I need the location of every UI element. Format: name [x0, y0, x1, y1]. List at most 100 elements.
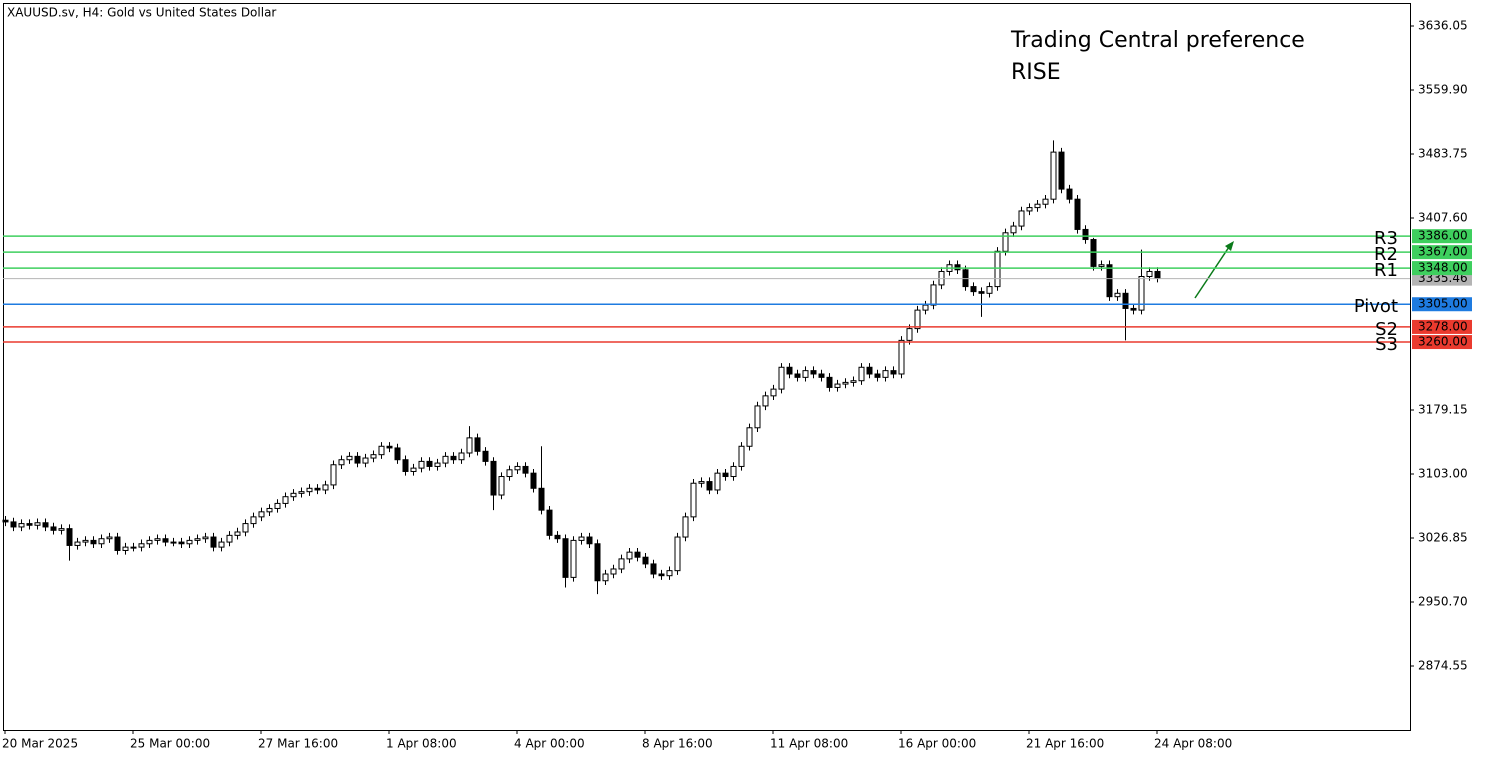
level-price-box: [1412, 297, 1472, 312]
y-tick-label: 3407.60: [1418, 211, 1468, 225]
candle-body: [1074, 198, 1081, 230]
candle-body: [226, 534, 233, 543]
candle-body: [194, 538, 201, 541]
candle-body: [578, 536, 585, 541]
candle-body: [42, 522, 49, 528]
candle-body: [650, 563, 657, 575]
candle-body: [746, 427, 753, 447]
candle-body: [258, 511, 265, 518]
candle-body: [426, 460, 433, 467]
x-tick-label: 8 Apr 16:00: [642, 737, 713, 751]
candle-body: [922, 304, 929, 311]
candle-body: [1010, 225, 1017, 234]
candle-body: [1002, 232, 1009, 252]
candle-body: [874, 373, 881, 378]
candle-body: [666, 570, 673, 577]
candle-body: [202, 536, 209, 540]
candle-body: [90, 539, 97, 545]
candle-body: [674, 536, 681, 572]
candle-body: [818, 373, 825, 378]
candle-body: [618, 558, 625, 570]
level-price-label: 3386.00: [1418, 229, 1468, 243]
y-tick-label: 3026.85: [1418, 531, 1468, 545]
annotation: Trading Central preference: [1010, 28, 1305, 53]
candle-body: [154, 538, 161, 541]
candle-body: [66, 528, 73, 546]
candle-body: [1090, 239, 1097, 267]
candle-body: [602, 573, 609, 582]
level-name: R2: [1374, 244, 1398, 265]
candle-body: [386, 445, 393, 449]
candle-body: [18, 523, 25, 528]
x-tick-label: 24 Apr 08:00: [1154, 737, 1232, 751]
x-tick-label: 11 Apr 08:00: [770, 737, 848, 751]
candle-body: [410, 467, 417, 472]
level-price-box: [1412, 319, 1472, 334]
candle-body: [482, 450, 489, 462]
candle-body: [642, 556, 649, 565]
candle-body: [570, 539, 577, 578]
candle-body: [994, 250, 1001, 288]
candle-body: [514, 465, 521, 471]
candle-body: [122, 546, 129, 551]
candle-body: [130, 546, 137, 549]
candle-body: [306, 487, 313, 493]
candle-body: [2, 519, 9, 523]
candle-body: [898, 339, 905, 375]
candle-body: [690, 482, 697, 518]
level-name: S3: [1375, 334, 1398, 355]
candle-body: [10, 521, 17, 528]
y-tick-label: 3636.05: [1418, 19, 1468, 33]
level-name: Pivot: [1354, 296, 1398, 317]
candle-body: [882, 370, 889, 378]
candle-body: [338, 459, 345, 466]
candle-body: [554, 534, 561, 540]
candle-body: [362, 457, 369, 464]
candle-body: [474, 437, 481, 452]
candle-body: [114, 536, 121, 551]
arrow-head: [1225, 241, 1234, 251]
candle-body: [322, 484, 329, 491]
candle-body: [1050, 151, 1057, 200]
candle-body: [466, 437, 473, 454]
candle-body: [890, 370, 897, 375]
candle-body: [354, 455, 361, 464]
candle-body: [1098, 264, 1105, 267]
x-tick-label: 1 Apr 08:00: [386, 737, 457, 751]
candle-body: [682, 516, 689, 538]
candle-body: [138, 543, 145, 548]
candles: [2, 140, 1161, 595]
x-tick-label: 27 Mar 16:00: [258, 737, 338, 751]
candle-body: [346, 455, 353, 461]
level-price-box: [1412, 229, 1472, 244]
candle-body: [1130, 307, 1137, 311]
candle-body: [586, 536, 593, 545]
candle-body: [866, 366, 873, 375]
candle-body: [858, 366, 865, 382]
candle-body: [1154, 270, 1161, 279]
candle-body: [1146, 270, 1153, 278]
candle-body: [842, 381, 849, 385]
candle-body: [706, 481, 713, 491]
candle-body: [402, 459, 409, 472]
x-tick-label: 4 Apr 00:00: [514, 737, 585, 751]
candle-body: [290, 492, 297, 498]
x-tick-label: 20 Mar 2025: [2, 737, 78, 751]
candle-body: [730, 465, 737, 478]
candle-body: [490, 460, 497, 496]
candle-body: [762, 395, 769, 407]
candle-body: [458, 452, 465, 461]
level-name: R1: [1374, 260, 1398, 281]
candle-body: [162, 538, 169, 543]
candle-body: [826, 376, 833, 388]
candle-body: [1082, 228, 1089, 241]
candle-body: [450, 455, 457, 461]
candle-body: [34, 522, 41, 526]
candle-body: [530, 472, 537, 489]
candle-body: [282, 496, 289, 504]
y-tick-label: 2950.70: [1418, 595, 1468, 609]
candle-body: [834, 383, 841, 388]
plot-frame: [3, 3, 1411, 731]
